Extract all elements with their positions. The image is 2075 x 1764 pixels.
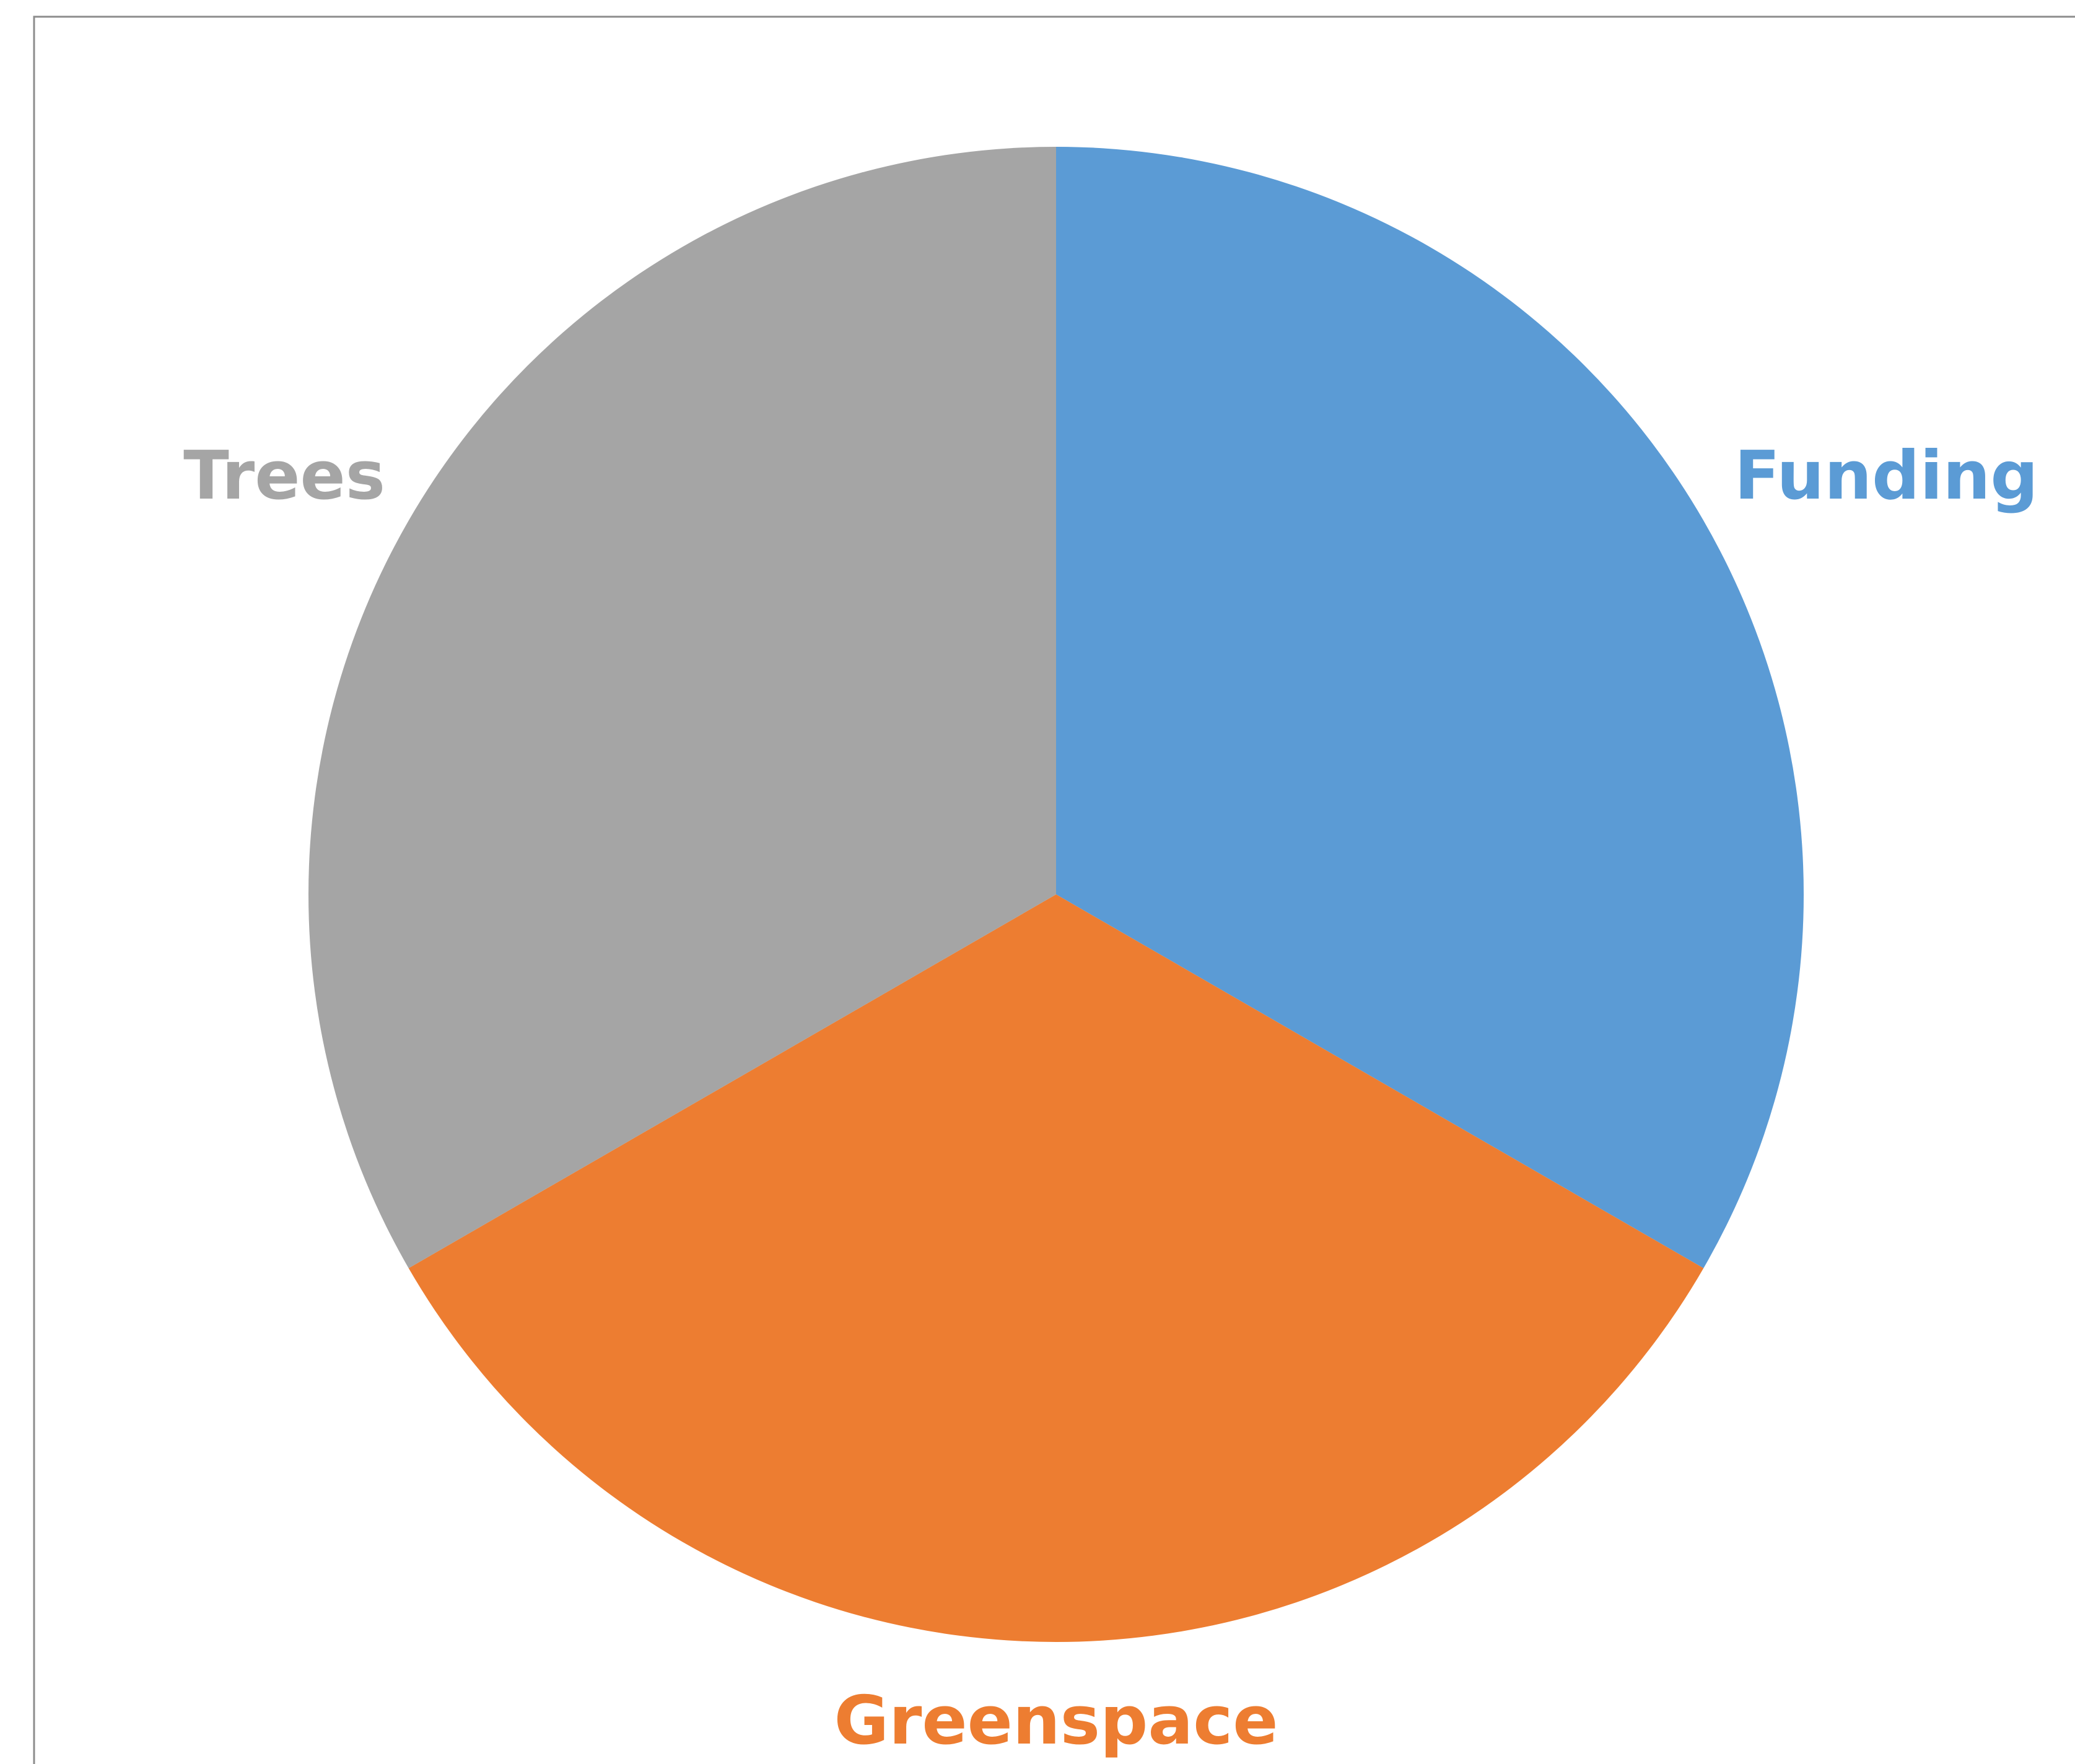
pie-slice-funding (1056, 147, 1804, 1268)
pie-label-trees: Trees (183, 437, 385, 515)
pie-slices (308, 147, 1804, 1643)
pie-slice-trees (308, 147, 1056, 1268)
pie-slice-greenspace (408, 894, 1704, 1643)
pie-label-greenspace: Greenspace (834, 1682, 1278, 1760)
pie-labels: Funding Greenspace Trees (183, 437, 2038, 1760)
pie-label-funding: Funding (1734, 437, 2038, 515)
